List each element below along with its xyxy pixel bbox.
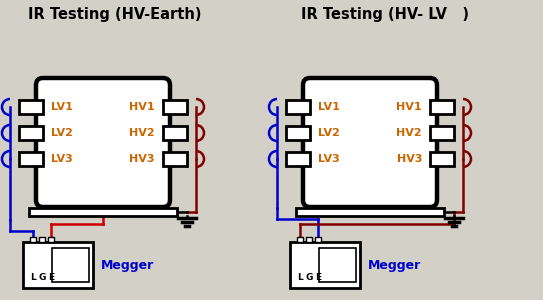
Text: LV1: LV1 <box>318 102 340 112</box>
Bar <box>30 237 36 242</box>
Text: E: E <box>315 274 321 283</box>
Text: G: G <box>39 274 46 283</box>
Text: IR Testing (HV- LV   ): IR Testing (HV- LV ) <box>301 7 469 22</box>
FancyBboxPatch shape <box>303 78 437 207</box>
Text: HV3: HV3 <box>129 154 155 164</box>
Text: LV2: LV2 <box>318 128 340 138</box>
Text: IR Testing (HV-Earth): IR Testing (HV-Earth) <box>28 7 202 22</box>
Bar <box>306 237 312 242</box>
Bar <box>53 248 89 282</box>
Bar <box>163 126 187 140</box>
Text: HV1: HV1 <box>396 102 422 112</box>
Text: L: L <box>30 274 36 283</box>
Bar <box>39 237 45 242</box>
Bar <box>290 242 360 288</box>
Text: L: L <box>297 274 303 283</box>
Text: HV3: HV3 <box>396 154 422 164</box>
Bar <box>19 100 43 114</box>
Text: LV1: LV1 <box>51 102 73 112</box>
Text: LV3: LV3 <box>318 154 340 164</box>
Text: HV2: HV2 <box>396 128 422 138</box>
Text: G: G <box>305 274 313 283</box>
Bar <box>19 152 43 166</box>
Bar <box>296 208 444 216</box>
Bar <box>286 126 310 140</box>
Text: LV3: LV3 <box>51 154 73 164</box>
Bar <box>319 248 356 282</box>
Bar <box>19 126 43 140</box>
Text: HV1: HV1 <box>129 102 155 112</box>
Bar <box>23 242 93 288</box>
Bar <box>430 152 454 166</box>
Bar <box>297 237 303 242</box>
FancyBboxPatch shape <box>36 78 170 207</box>
Bar <box>29 208 177 216</box>
Bar <box>430 126 454 140</box>
Text: LV2: LV2 <box>51 128 73 138</box>
Bar <box>315 237 321 242</box>
Bar <box>286 152 310 166</box>
Bar <box>286 100 310 114</box>
Bar <box>430 100 454 114</box>
Text: E: E <box>48 274 54 283</box>
Bar <box>163 152 187 166</box>
Text: Megger: Megger <box>101 259 154 272</box>
Text: Megger: Megger <box>368 259 421 272</box>
Bar <box>163 100 187 114</box>
Text: HV2: HV2 <box>129 128 155 138</box>
Bar <box>48 237 54 242</box>
